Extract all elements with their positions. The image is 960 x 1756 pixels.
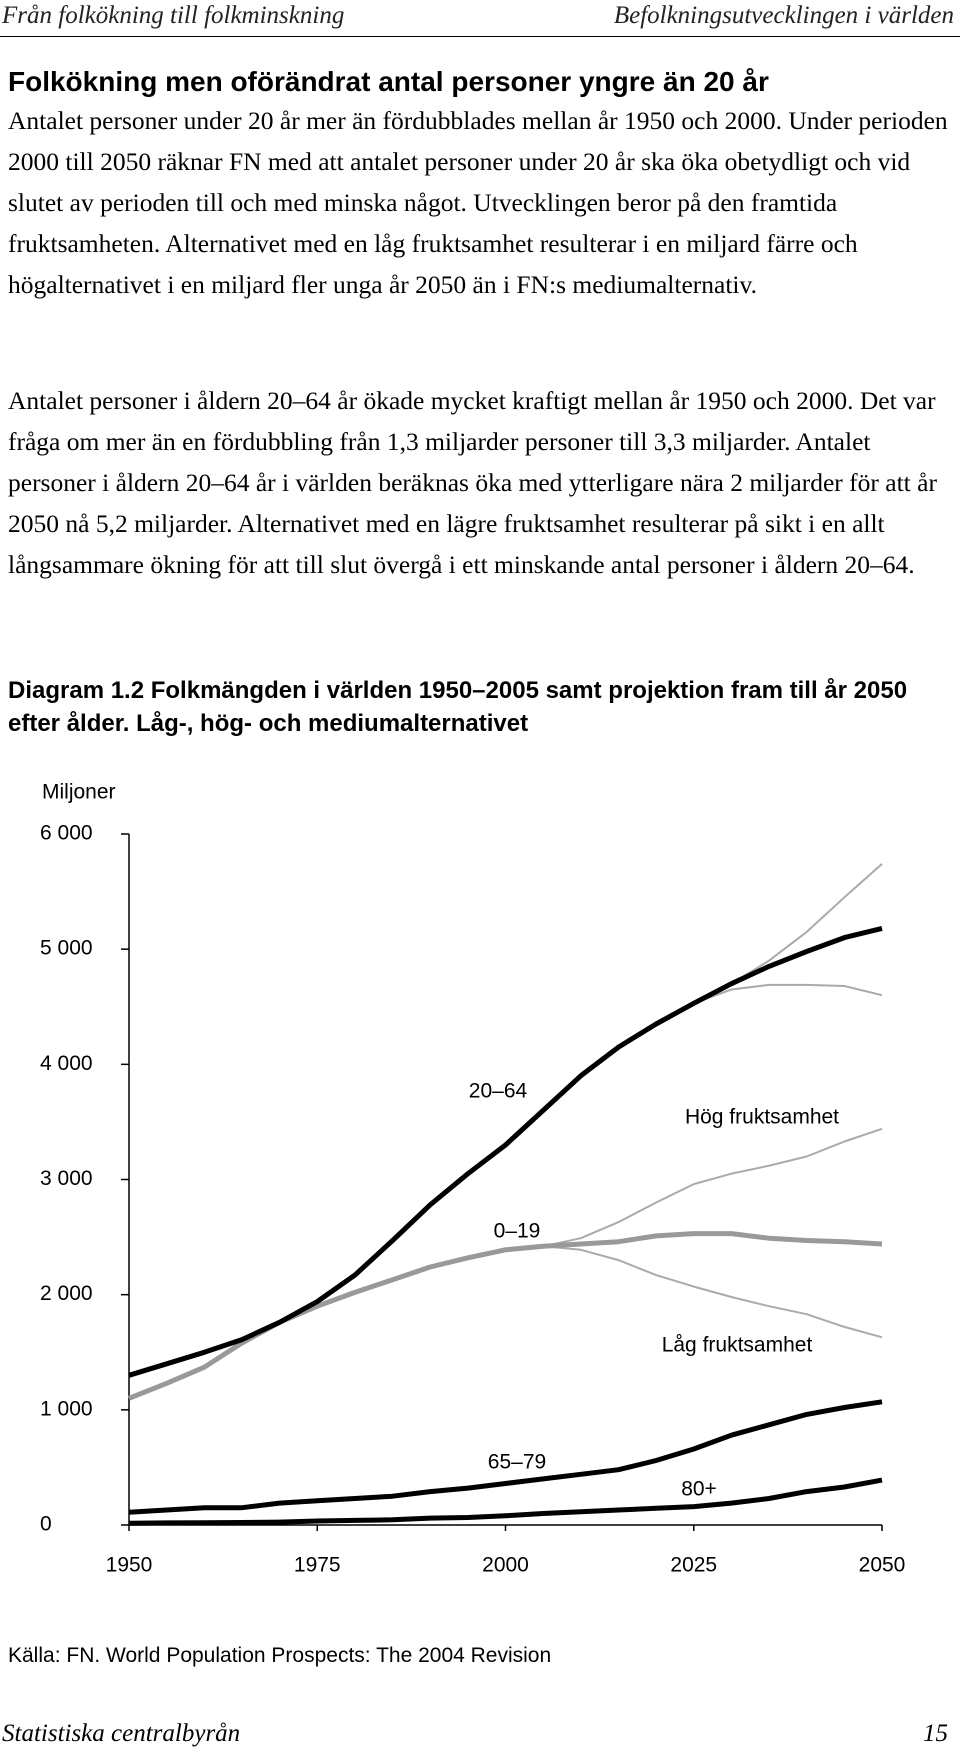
x-tick-label: 1950 — [106, 1554, 153, 1577]
header-right: Befolkningsutvecklingen i världen — [613, 2, 954, 29]
x-tick-label: 2000 — [482, 1554, 529, 1577]
series-line — [128, 1231, 883, 1401]
series-line — [128, 1399, 883, 1515]
y-tick-label: 0 — [40, 1513, 52, 1536]
y-tick-label: 1 000 — [40, 1397, 93, 1420]
page-number: 15 — [923, 1720, 948, 1747]
annotation: 65–79 — [488, 1451, 546, 1474]
footer-left: Statistiska centralbyrån — [2, 1720, 241, 1747]
annotation: 0–19 — [494, 1220, 541, 1243]
header-left: Från folkökning till folkminskning — [2, 2, 345, 29]
paragraph: Antalet personer under 20 år mer än förd… — [8, 106, 948, 299]
y-tick-label: 4 000 — [40, 1052, 93, 1075]
series-line — [128, 1477, 883, 1526]
heading: Folkökning men oförändrat antal personer… — [8, 66, 769, 97]
series-line — [128, 925, 883, 1378]
series-line — [542, 1127, 883, 1248]
annotation: Låg fruktsamhet — [662, 1334, 813, 1357]
x-tick-label: 1975 — [294, 1554, 341, 1577]
y-tick-label: 5 000 — [40, 937, 93, 960]
annotation: Hög fruktsamhet — [685, 1106, 839, 1129]
header-rule — [0, 36, 960, 37]
x-tick-label: 2025 — [670, 1554, 717, 1577]
source: Källa: FN. World Population Prospects: T… — [8, 1644, 552, 1667]
y-axis-label: Miljoner — [42, 781, 116, 804]
paragraph: Antalet personer i åldern 20–64 år ökade… — [8, 386, 937, 579]
annotation: 80+ — [681, 1478, 717, 1501]
series-line — [693, 983, 883, 1005]
y-tick-label: 2 000 — [40, 1282, 93, 1305]
y-tick-label: 6 000 — [40, 822, 93, 845]
annotation: 20–64 — [469, 1080, 528, 1103]
x-tick-label: 2050 — [859, 1554, 906, 1577]
diagram-caption: Diagram 1.2 Folkmängden i världen 1950–2… — [8, 677, 908, 737]
series-line — [543, 1245, 883, 1339]
y-tick-label: 3 000 — [40, 1167, 93, 1190]
